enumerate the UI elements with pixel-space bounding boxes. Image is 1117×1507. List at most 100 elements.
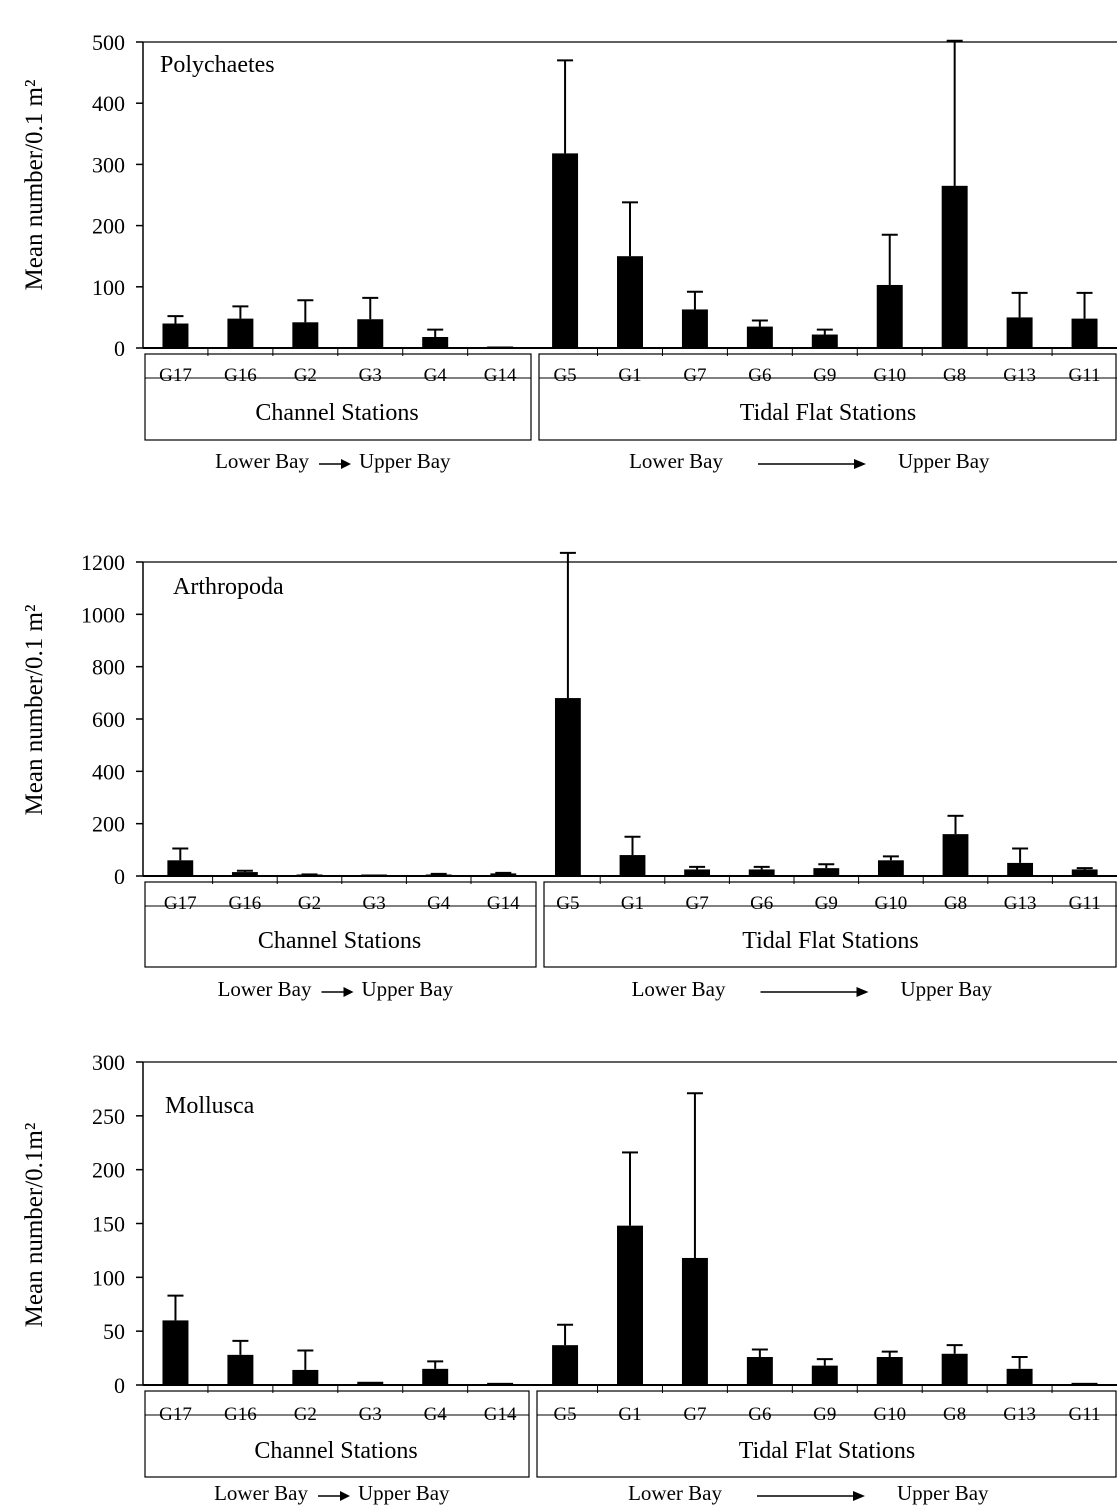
x-tick-label: G5 — [553, 1404, 576, 1425]
panel-mollusca: 0 50 100 150 200 250 300 Mean number/0.1m² Mollu… — [21, 1050, 1117, 1505]
bar-G6 — [746, 1357, 773, 1385]
bar-G7 — [684, 869, 711, 876]
x-tick-label: G2 — [294, 365, 317, 386]
bar-G7 — [681, 309, 708, 348]
bar-G10 — [877, 860, 904, 876]
y-tick-label: 0 — [114, 336, 125, 361]
panel-polychaetes: 0 100 200 300 400 500 Mean number/0.1 m² Polych… — [21, 30, 1117, 473]
tidal-arrowhead — [854, 459, 866, 469]
x-tick-label: G2 — [294, 1404, 317, 1425]
bar-G3 — [357, 319, 384, 348]
y-tick-label: 1200 — [81, 550, 125, 575]
channel-direction-to: Upper Bay — [362, 977, 454, 1001]
channel-group-label: Channel Stations — [255, 400, 418, 426]
x-tick-label: G16 — [229, 893, 262, 914]
tidal-group-label: Tidal Flat Stations — [740, 400, 916, 426]
bar-G10 — [876, 1357, 903, 1385]
x-tick-label: G5 — [556, 893, 579, 914]
bar-G17 — [162, 1320, 189, 1385]
bar-G8 — [941, 1353, 968, 1385]
channel-direction-to: Upper Bay — [359, 449, 451, 473]
y-tick-label: 400 — [92, 759, 125, 784]
bar-G11 — [1071, 869, 1098, 876]
channel-group-box — [144, 1390, 530, 1478]
bar-G9 — [811, 1365, 838, 1385]
y-tick-label: 800 — [92, 655, 125, 680]
tidal-group-box — [538, 353, 1117, 441]
bar-G1 — [619, 855, 646, 876]
bar-G2 — [292, 1369, 319, 1385]
bar-G16 — [231, 872, 258, 876]
x-tick-label: G9 — [815, 893, 838, 914]
bar-G16 — [227, 318, 254, 348]
y-axis-label: Mean number/0.1 m² — [21, 80, 48, 291]
x-tick-label: G14 — [487, 893, 520, 914]
x-tick-label: G11 — [1069, 365, 1101, 386]
channel-group-label: Channel Stations — [254, 1438, 417, 1464]
x-tick-label: G13 — [1004, 893, 1037, 914]
bar-G17 — [167, 860, 194, 876]
x-tick-label: G1 — [621, 893, 644, 914]
y-tick-label: 100 — [92, 275, 125, 300]
y-tick-label: 150 — [92, 1212, 125, 1237]
bar-G5 — [554, 698, 581, 876]
tidal-direction-to: Upper Bay — [901, 977, 993, 1001]
channel-group-box — [144, 881, 537, 968]
x-tick-label: G10 — [873, 365, 906, 386]
tidal-group-box — [543, 881, 1117, 968]
y-tick-label: 50 — [103, 1319, 125, 1344]
x-tick-label: G6 — [750, 893, 773, 914]
bar-G4 — [425, 874, 452, 876]
y-tick-label: 300 — [92, 152, 125, 177]
x-tick-label: G11 — [1069, 893, 1101, 914]
bar-G5 — [552, 1345, 579, 1385]
x-tick-label: G13 — [1003, 365, 1036, 386]
x-tick-label: G17 — [159, 365, 192, 386]
x-tick-label: G9 — [813, 365, 836, 386]
bar-G9 — [813, 868, 840, 876]
y-tick-label: 100 — [92, 1265, 125, 1290]
taxon-label: Arthropoda — [173, 574, 284, 600]
y-tick-label: 0 — [114, 864, 125, 889]
x-tick-label: G6 — [748, 1404, 771, 1425]
channel-direction-from: Lower Bay — [218, 977, 312, 1001]
x-tick-label: G2 — [298, 893, 321, 914]
y-axis-label: Mean number/0.1 m² — [21, 605, 48, 816]
y-tick-label: 200 — [92, 214, 125, 239]
y-tick-label: 300 — [92, 1050, 125, 1075]
bar-G14 — [487, 1382, 514, 1385]
bar-G3 — [357, 1381, 384, 1385]
bar-G8 — [942, 834, 969, 876]
y-tick-label: 400 — [92, 91, 125, 116]
bar-G10 — [876, 284, 903, 348]
channel-group-box — [144, 353, 532, 441]
tidal-arrowhead — [853, 1491, 865, 1501]
y-tick-label: 1000 — [81, 602, 125, 627]
x-tick-label: G17 — [164, 893, 197, 914]
x-tick-label: G7 — [685, 893, 708, 914]
bar-G1 — [617, 256, 643, 348]
tidal-direction-to: Upper Bay — [897, 1481, 989, 1505]
bar-G4 — [422, 1368, 449, 1385]
y-tick-label: 200 — [92, 812, 125, 837]
bar-G11 — [1071, 1382, 1098, 1385]
x-tick-label: G10 — [875, 893, 908, 914]
x-tick-label: G8 — [943, 365, 966, 386]
bar-G6 — [746, 326, 773, 348]
bar-G13 — [1007, 862, 1034, 876]
x-tick-label: G4 — [424, 1404, 448, 1425]
channel-direction-from: Lower Bay — [214, 1481, 308, 1505]
x-tick-label: G6 — [748, 365, 771, 386]
bar-G6 — [748, 869, 775, 876]
tidal-direction-from: Lower Bay — [628, 1481, 722, 1505]
tidal-direction-to: Upper Bay — [898, 449, 990, 473]
panel-arthropoda: 0 200 400 600 800 1000 1200 Mean number/0.1 m² A… — [21, 550, 1117, 1001]
x-tick-label: G11 — [1069, 1404, 1101, 1425]
x-tick-label: G5 — [553, 365, 576, 386]
channel-direction-from: Lower Bay — [215, 449, 309, 473]
bar-G17 — [162, 323, 189, 348]
y-axis-label: Mean number/0.1m² — [21, 1123, 48, 1328]
bar-G1 — [617, 1225, 643, 1385]
x-tick-label: G14 — [484, 1404, 517, 1425]
